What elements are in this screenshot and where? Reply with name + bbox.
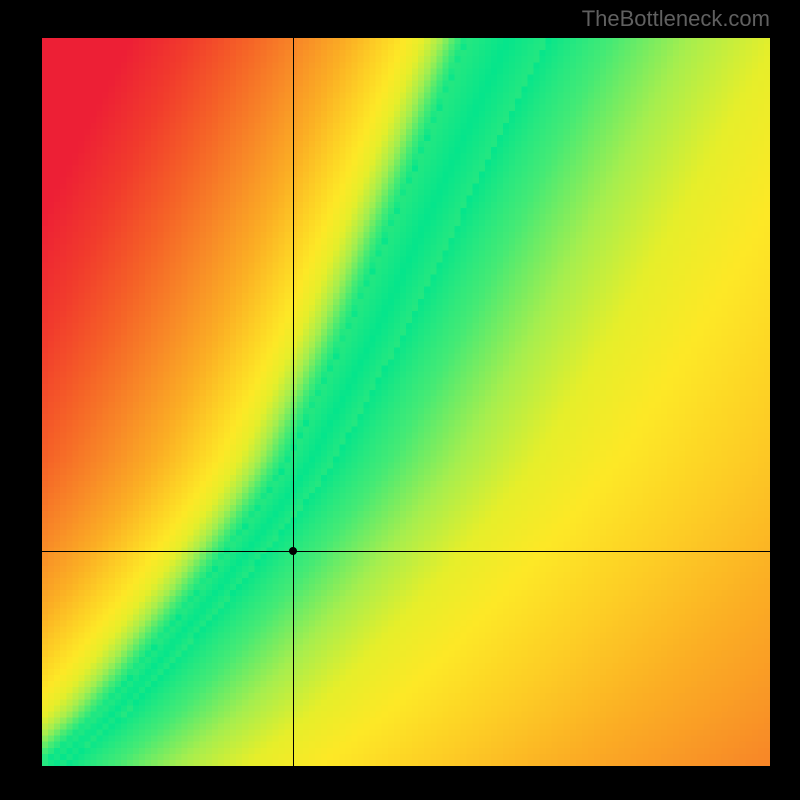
crosshair-vertical <box>293 38 294 766</box>
chart-container: { "watermark": { "text": "TheBottleneck.… <box>0 0 800 800</box>
marker-dot <box>289 547 297 555</box>
watermark-text: TheBottleneck.com <box>582 6 770 32</box>
crosshair-horizontal <box>42 551 770 552</box>
heatmap-canvas <box>42 38 770 766</box>
